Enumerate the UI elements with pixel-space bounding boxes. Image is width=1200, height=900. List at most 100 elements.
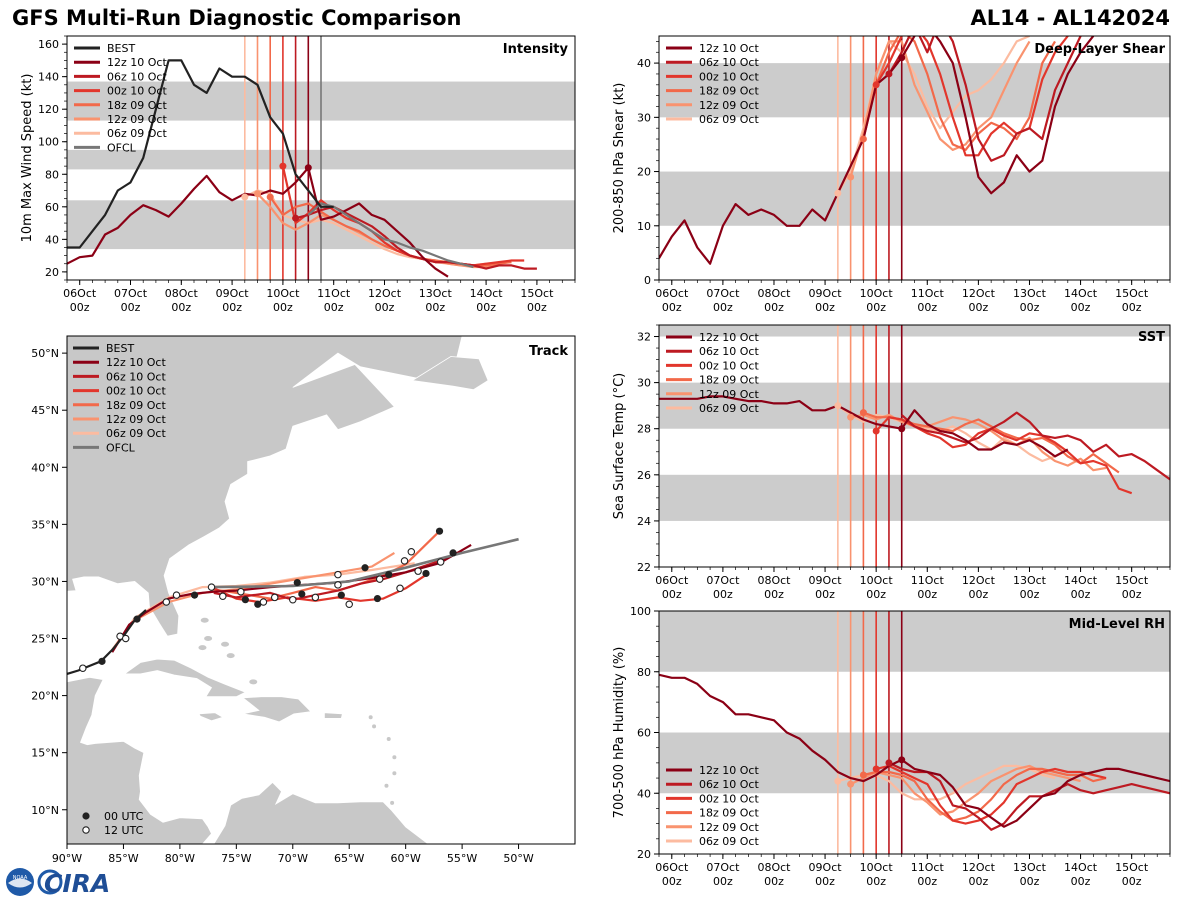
track-xtick-label: 55°W — [447, 852, 477, 865]
sst-xtick-hour: 00z — [866, 588, 886, 601]
track-xtick-label: 50°W — [503, 852, 533, 865]
track-ytick-label: 45°N — [31, 404, 59, 417]
rh-xtick-hour: 00z — [764, 875, 784, 888]
track-marker-12utc — [172, 591, 181, 599]
track-marker-12utc — [375, 575, 384, 583]
track-marker-12utc — [162, 598, 171, 606]
sst-xtick-hour: 00z — [968, 588, 988, 601]
shear-xtick-hour: 00z — [713, 301, 733, 314]
shear-init-point-06z-09-oct — [834, 189, 842, 197]
shear-xtick-date: 12Oct — [962, 287, 996, 300]
track-marker-12utc — [289, 595, 297, 604]
track-marker-00utc — [190, 591, 199, 599]
track-marker-00utc — [98, 657, 106, 665]
track-marker-00utc — [133, 615, 141, 623]
track-marker-12utc — [311, 593, 320, 602]
shear-xtick-date: 11Oct — [911, 287, 945, 300]
shear-threshold-band-0 — [659, 171, 1170, 226]
track-legend-label: 00z 10 Oct — [106, 385, 166, 398]
intensity-series-00z-10-oct — [281, 165, 525, 267]
intensity-legend-label: 12z 09 Oct — [107, 113, 167, 126]
rh-threshold-band-0 — [659, 732, 1170, 794]
rh-xtick-date: 10Oct — [860, 861, 894, 874]
track-ytick-label: 25°N — [31, 633, 59, 646]
intensity-xtick-date: 10Oct — [266, 287, 300, 300]
intensity-xtick-hour: 00z — [70, 301, 90, 314]
sst-ylabel: Sea Surface Temp (°C) — [612, 373, 627, 520]
sst-xtick-date: 11Oct — [911, 574, 945, 587]
shear-series-06z-10-oct — [888, 36, 1082, 162]
track-marker-00utc — [361, 564, 369, 572]
track-marker-12utc — [219, 592, 227, 601]
track-xtick-label: 75°W — [221, 852, 251, 865]
shear-ytick-label: 10 — [637, 220, 651, 233]
track-xtick-label: 90°W — [52, 852, 82, 865]
land-island-3 — [226, 653, 235, 659]
land-south-america — [213, 781, 575, 844]
track-marker-00utc — [373, 594, 382, 603]
track-marker-12utc — [237, 587, 245, 596]
intensity-xtick-date: 12Oct — [368, 287, 402, 300]
intensity-xtick-date: 06Oct — [63, 287, 97, 300]
track-marker-00utc — [385, 570, 393, 579]
intensity-legend-label: 06z 10 Oct — [107, 70, 167, 83]
track-legend-label: 12z 09 Oct — [106, 413, 166, 426]
sst-xtick-hour: 00z — [1071, 588, 1091, 601]
intensity-panel-title: Intensity — [503, 42, 569, 57]
track-marker-12utc — [207, 583, 216, 591]
rh-threshold-band-1 — [659, 611, 1170, 672]
track-ytick-label: 15°N — [31, 747, 59, 760]
sst-init-point-06z-09-oct — [834, 402, 842, 410]
cira-logo-text: CIRA — [44, 869, 110, 898]
shear-ytick-label: 0 — [644, 274, 651, 287]
intensity-init-point-12z-09-oct — [254, 190, 261, 198]
intensity-legend-label: BEST — [107, 42, 135, 55]
shear-xtick-hour: 00z — [764, 301, 784, 314]
sst-init-point-12z-09-oct — [847, 413, 855, 421]
intensity-series-best — [67, 59, 334, 249]
track-panel-title: Track — [529, 344, 568, 359]
shear-legend-label: 12z 10 Oct — [699, 42, 759, 55]
intensity-ytick-label: 80 — [45, 168, 59, 181]
intensity-chart: 2040608010012014016006Oct00z07Oct00z08Oc… — [20, 35, 576, 314]
sst-series-12z-10-oct — [659, 395, 1069, 458]
shear-xtick-hour: 00z — [917, 301, 937, 314]
track-marker-00utc — [422, 569, 430, 578]
land-island-5 — [249, 679, 258, 685]
land-antilles-2 — [392, 771, 397, 776]
track-marker-12utc — [407, 548, 416, 556]
sst-legend-label: 06z 10 Oct — [699, 345, 759, 358]
track-xtick-label: 70°W — [278, 852, 308, 865]
rh-xtick-date: 08Oct — [757, 861, 791, 874]
track-marker-12utc — [436, 558, 445, 566]
sst-ytick-label: 24 — [637, 515, 651, 528]
shear-xtick-date: 10Oct — [860, 287, 894, 300]
intensity-init-point-00z-10-oct — [279, 162, 287, 170]
rh-init-point-00z-10-oct — [872, 765, 880, 773]
track-marker-00utc — [298, 590, 306, 598]
intensity-xtick-date: 07Oct — [114, 287, 148, 300]
rh-legend-label: 12z 09 Oct — [699, 821, 759, 834]
intensity-xtick-hour: 00z — [425, 301, 445, 314]
intensity-plot-area — [67, 36, 575, 280]
land-antilles-1 — [392, 755, 397, 760]
rh-chart: 2040608010006Oct00z07Oct00z08Oct00z09Oct… — [612, 605, 1171, 888]
shear-series-18z-09-oct — [862, 36, 1056, 151]
shear-plot-area — [659, 36, 1170, 280]
rh-xtick-date: 11Oct — [911, 861, 945, 874]
land-island-1 — [198, 645, 207, 651]
intensity-legend-label: 12z 10 Oct — [107, 56, 167, 69]
sst-init-point-12z-10-oct — [898, 425, 906, 433]
sst-ytick-label: 26 — [637, 469, 651, 482]
cira-logo: NOAA CIRA — [6, 868, 110, 898]
intensity-init-point-18z-09-oct — [266, 193, 274, 201]
intensity-ytick-label: 140 — [38, 71, 59, 84]
track-legend-marker-00 — [82, 812, 90, 820]
intensity-xtick-date: 08Oct — [165, 287, 199, 300]
rh-xtick-hour: 00z — [968, 875, 988, 888]
rh-series-06z-10-oct — [888, 761, 1170, 831]
sst-legend-label: 12z 10 Oct — [699, 331, 759, 344]
shear-xtick-date: 07Oct — [706, 287, 740, 300]
track-map: 90°W 85°W 80°W 75°W 70°W 65°W 60°W 55°W 50°W 10°N… — [31, 335, 576, 865]
shear-init-point-18z-09-oct — [859, 135, 867, 143]
